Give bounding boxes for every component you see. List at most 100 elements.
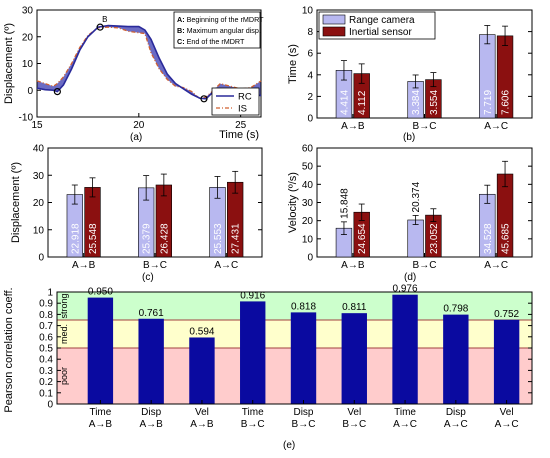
y-tick-label-c: 20 — [33, 198, 45, 209]
bar-d-rc — [335, 227, 353, 258]
x-tick-label-e: Time — [394, 407, 416, 418]
bar-value-label-e: 0.950 — [88, 287, 113, 298]
bar-pearson — [443, 314, 469, 404]
bar-value-label-e: 0.811 — [342, 302, 367, 313]
y-tick-label-d: 20 — [302, 216, 314, 227]
x-tick-label-e: A→C — [495, 419, 519, 430]
panel-label-d: (d) — [404, 272, 417, 283]
bar-c-is — [155, 184, 172, 258]
y-tick-label-d: 40 — [302, 180, 314, 191]
bar-value-label-e: 0.976 — [393, 284, 418, 295]
bar-value-label-d: 15.848 — [339, 188, 350, 219]
bar-c-is — [84, 187, 101, 258]
bar-b-is — [353, 73, 370, 119]
x-tick-label-d: A→B — [341, 260, 365, 271]
legend-box-b — [318, 11, 436, 40]
y-axis-label-b: Time (s) — [287, 44, 299, 84]
x-tick-label-e: A→C — [444, 419, 468, 430]
bar-value-label-e: 0.916 — [240, 290, 265, 301]
bar-value-label-c: 27.431 — [231, 223, 242, 254]
x-tick-label-e: Disp — [141, 407, 161, 418]
bar-value-label-c: 25.553 — [213, 223, 224, 254]
x-tick-label-a: 20 — [133, 120, 145, 131]
bar-b-rc — [479, 34, 496, 119]
bar-c-rc — [66, 194, 83, 258]
y-tick-label-a: 10 — [22, 59, 34, 70]
y-tick-label-e: 0.5 — [39, 344, 53, 355]
y-tick-label-d: 10 — [302, 234, 314, 245]
bar-value-label-e: 0.798 — [443, 304, 468, 315]
plot-frame-c — [47, 147, 263, 258]
series-line-rc — [36, 24, 262, 100]
panel-label-e: (e) — [283, 440, 296, 451]
marker-point — [96, 23, 104, 31]
bar-d-is — [425, 214, 442, 258]
y-tick-label-a: 20 — [22, 32, 34, 43]
y-tick-label-b: 10 — [302, 6, 314, 17]
bar-value-label-b: 7.719 — [483, 90, 494, 115]
x-tick-label-c: B→C — [143, 260, 167, 271]
marker-label: B — [102, 15, 107, 24]
bar-d-is — [353, 211, 370, 258]
annotation-box — [173, 11, 261, 49]
y-tick-label-e: 0.6 — [39, 332, 53, 343]
bar-pearson — [341, 313, 367, 404]
bar-value-label-b: 4.414 — [339, 90, 350, 115]
bar-d-is — [496, 173, 514, 258]
bar-d-rc — [479, 193, 496, 258]
bar-pearson — [189, 337, 215, 404]
x-tick-label-e: Vel — [500, 407, 514, 418]
y-tick-label-c: 10 — [33, 225, 45, 236]
legend-label-rc: Range camera — [349, 15, 415, 26]
bar-d-rc — [407, 219, 424, 258]
y-tick-label-a: -10 — [19, 113, 34, 124]
x-tick-label-c: A→C — [214, 260, 238, 271]
band-strong — [57, 292, 532, 320]
y-tick-label-e: 0.4 — [39, 355, 53, 366]
y-tick-label-b: 0 — [307, 114, 313, 125]
bar-pearson — [392, 294, 418, 404]
bar-pearson — [240, 301, 266, 404]
bar-value-label-d: 23.052 — [429, 223, 440, 254]
series-line-is — [36, 26, 262, 100]
y-tick-label-e: 0.2 — [39, 377, 53, 388]
x-tick-label-d: A→C — [484, 260, 508, 271]
bar-value-label-c: 25.379 — [142, 223, 153, 254]
y-tick-label-a: 0 — [27, 86, 33, 97]
bar-value-label-c: 26.428 — [159, 223, 170, 254]
y-tick-label-b: 4 — [307, 70, 313, 81]
x-tick-label-d: B→C — [413, 260, 437, 271]
bar-value-label-d: 20.374 — [411, 181, 422, 212]
panel-label-c: (c) — [142, 272, 154, 283]
annotation-line: B: Maximum angular disp. — [177, 26, 261, 35]
panel-label-b: (b) — [403, 132, 416, 143]
x-tick-label-e: B→C — [241, 419, 265, 430]
x-tick-label-e: A→B — [190, 419, 214, 430]
bar-c-rc — [209, 187, 226, 258]
y-tick-label-d: 30 — [302, 198, 314, 209]
panel-label-a: (a) — [130, 132, 143, 143]
marker-point — [53, 87, 61, 96]
x-tick-label-e: A→B — [139, 419, 163, 430]
y-tick-label-d: 50 — [302, 162, 314, 173]
y-tick-label-e: 0.8 — [39, 310, 53, 321]
y-tick-label-e: 1 — [47, 288, 53, 299]
x-tick-label-b: A→C — [484, 121, 508, 132]
bar-value-label-b: 4.112 — [357, 90, 368, 115]
y-tick-label-c: 0 — [38, 253, 44, 264]
marker-point — [200, 95, 208, 103]
x-axis-label-a: Time (s) — [219, 129, 259, 141]
bar-b-is — [425, 79, 442, 119]
plot-frame-d — [316, 147, 533, 258]
x-tick-label-a: 15 — [31, 120, 43, 131]
bar-value-label-b: 7.606 — [501, 90, 512, 115]
y-tick-label-b: 6 — [307, 49, 313, 60]
legend-swatch-rc — [322, 14, 346, 25]
bar-value-label-d: 24.654 — [357, 223, 368, 254]
plot-frame-b — [316, 9, 533, 119]
plot-frame-e — [56, 291, 533, 405]
